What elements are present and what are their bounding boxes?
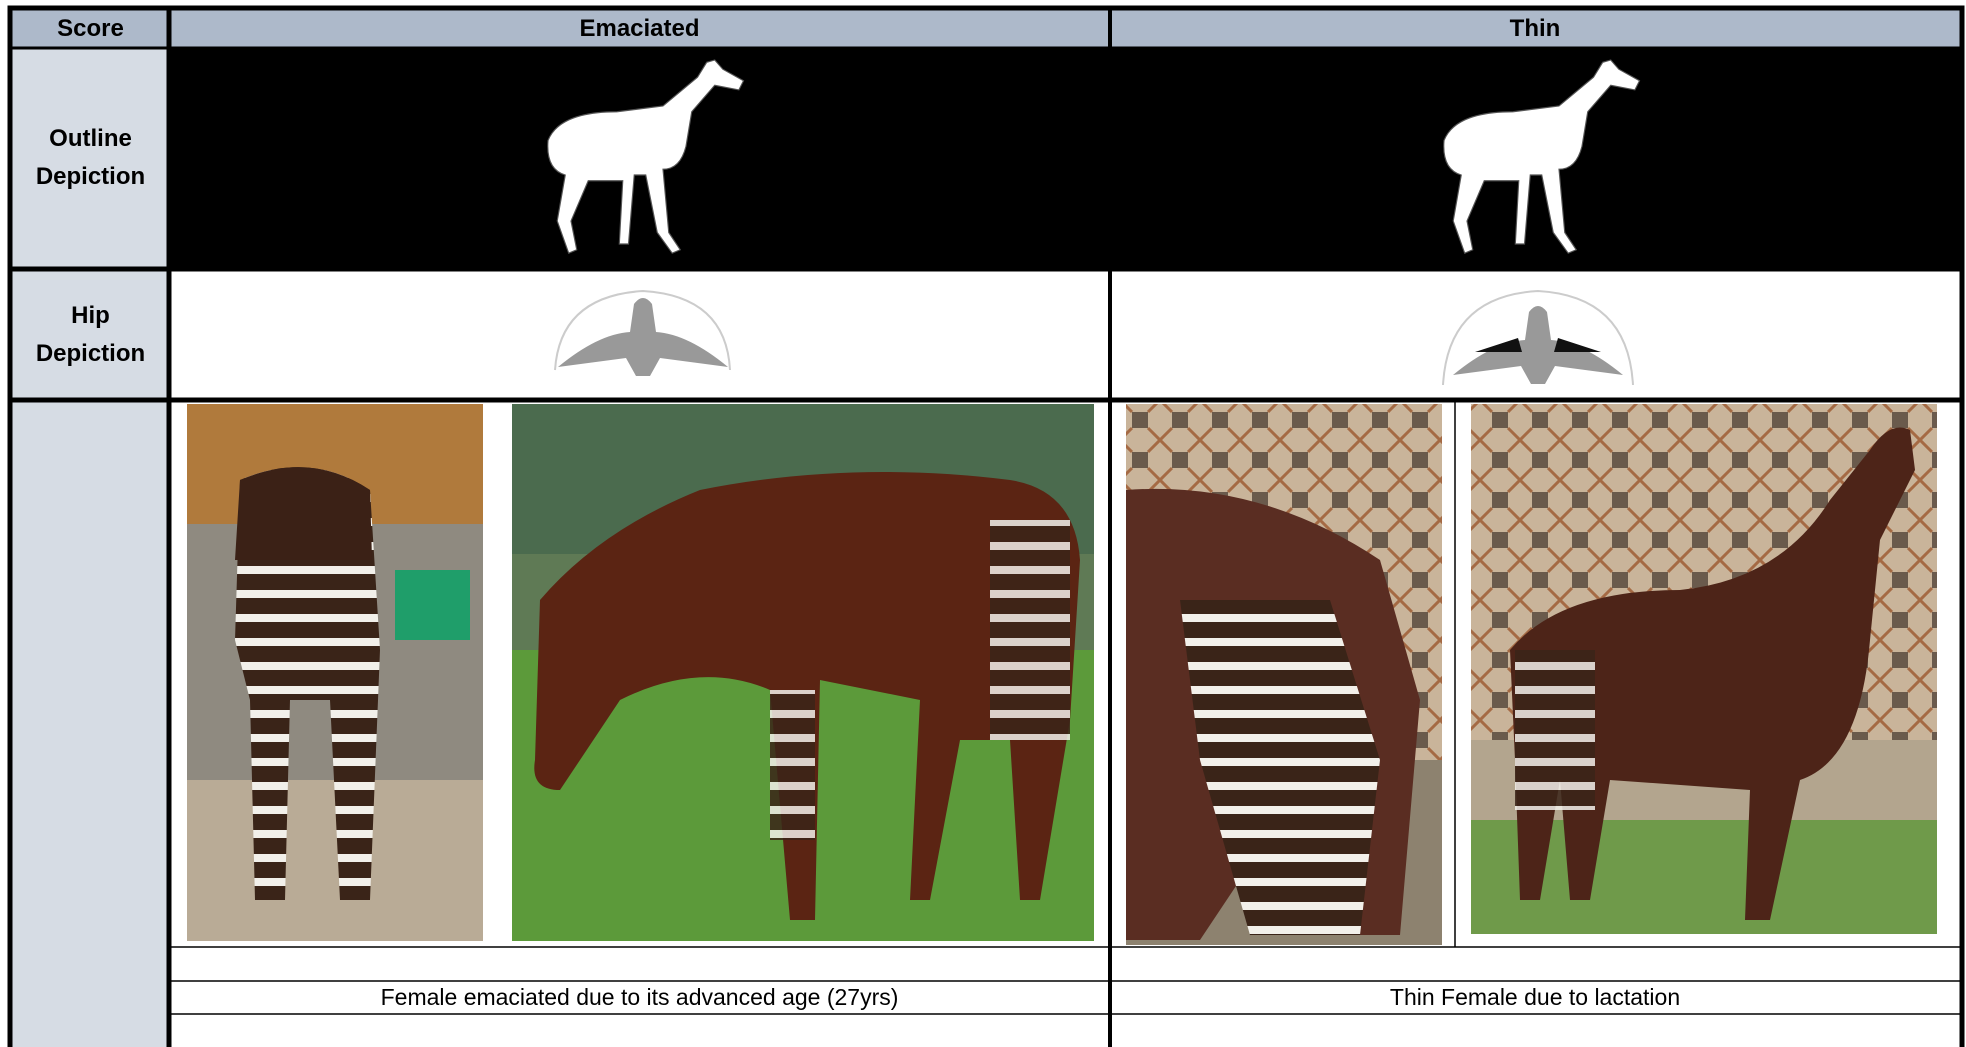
row-label: Outline Depiction (35, 124, 146, 190)
photo-thin-rear (1126, 404, 1442, 945)
grid (7, 5, 1965, 1047)
row-label: Hip Depiction (35, 301, 146, 367)
column-header: Emaciated (579, 15, 700, 42)
hip-thin (1453, 306, 1623, 384)
photo-emaciated-rear (187, 404, 483, 941)
caption: Female emaciated due to its advanced age… (380, 984, 899, 1010)
photo-emaciated-side (512, 404, 1094, 941)
score-header: Score (57, 15, 124, 42)
column-header: Thin (1509, 15, 1561, 42)
caption: Thin Female due to lactation (1389, 984, 1681, 1010)
photo-thin-side (1471, 404, 1937, 934)
